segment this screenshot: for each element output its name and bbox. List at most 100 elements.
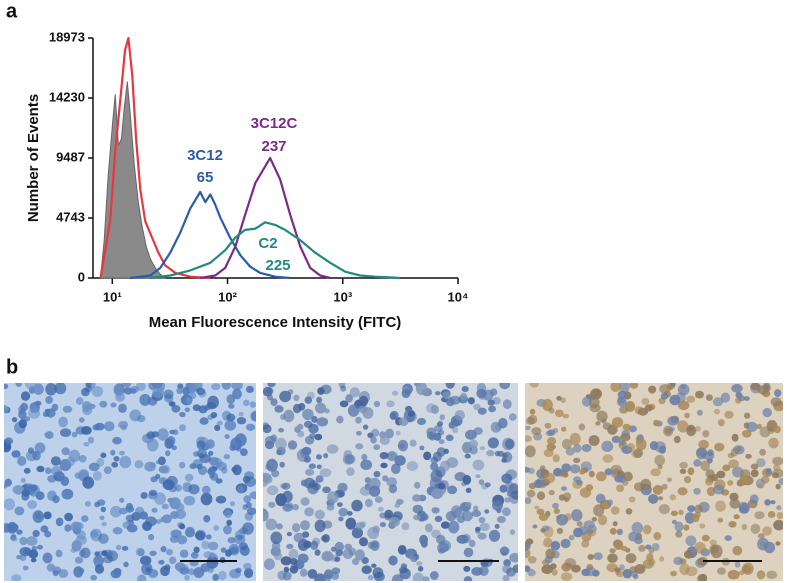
cell <box>346 467 355 476</box>
series-value: 225 <box>265 257 290 274</box>
cell <box>756 458 766 468</box>
cell <box>4 523 12 533</box>
cell <box>435 391 441 396</box>
cell <box>355 443 364 450</box>
cell <box>531 427 542 436</box>
cell <box>445 434 454 442</box>
cell <box>771 472 780 479</box>
cell <box>123 561 129 568</box>
cell <box>652 484 664 495</box>
cell <box>52 570 59 577</box>
cell <box>292 403 302 414</box>
cell <box>479 522 490 532</box>
cell <box>110 402 117 408</box>
cell <box>385 428 394 439</box>
cell <box>33 383 44 396</box>
series-label: 3C12C <box>251 115 298 132</box>
cell <box>199 417 209 425</box>
cell <box>346 511 353 516</box>
cell <box>683 476 692 484</box>
cell <box>685 566 698 577</box>
cell <box>556 527 564 535</box>
cell <box>160 545 167 553</box>
cell <box>756 423 762 430</box>
cell <box>83 442 90 447</box>
cell <box>436 421 443 427</box>
cell <box>562 413 569 419</box>
cell <box>561 486 567 491</box>
cell <box>365 498 373 508</box>
cell <box>526 489 536 498</box>
cell <box>611 417 624 428</box>
cell <box>629 383 639 389</box>
cell <box>112 527 123 535</box>
cell <box>211 383 221 391</box>
cell <box>44 530 52 538</box>
cell <box>12 485 25 495</box>
cell <box>379 435 390 445</box>
cell <box>607 553 618 563</box>
cell <box>473 403 481 410</box>
cell <box>36 544 44 550</box>
cell <box>227 537 236 544</box>
cell <box>337 502 343 507</box>
cell <box>90 574 97 581</box>
cell <box>28 447 34 454</box>
cell <box>184 407 190 413</box>
cell <box>506 491 513 497</box>
cell <box>543 472 556 484</box>
cell <box>525 416 535 425</box>
cell <box>167 436 176 446</box>
cell <box>440 521 450 529</box>
cell <box>136 415 146 423</box>
cell <box>155 473 161 480</box>
cell <box>506 567 516 577</box>
cell <box>11 450 21 458</box>
cell <box>372 567 384 579</box>
cell <box>221 383 232 390</box>
cell <box>478 516 486 524</box>
cell <box>322 486 331 494</box>
cell <box>119 497 125 503</box>
cell <box>270 398 278 406</box>
cell <box>193 546 200 553</box>
cell <box>628 496 636 503</box>
cell <box>463 565 471 572</box>
cell <box>413 514 421 521</box>
cell <box>678 400 690 411</box>
cell <box>289 558 298 565</box>
cell <box>4 405 9 414</box>
cell <box>767 511 776 518</box>
cell <box>351 527 363 539</box>
cell <box>527 556 537 564</box>
cell <box>602 422 612 430</box>
cell <box>58 569 69 578</box>
cell <box>22 565 29 571</box>
cell <box>565 447 575 456</box>
cell <box>684 412 690 419</box>
cell <box>20 477 26 483</box>
cell <box>157 428 169 441</box>
cell <box>553 508 560 514</box>
cell <box>553 427 559 434</box>
cell <box>614 474 624 483</box>
cell <box>273 551 283 561</box>
cell <box>678 509 684 516</box>
cell <box>70 521 82 532</box>
cell <box>287 440 298 450</box>
cell <box>674 521 684 532</box>
cell <box>361 453 368 461</box>
cell <box>92 424 100 431</box>
cell <box>561 426 567 432</box>
cell <box>223 525 232 535</box>
cell <box>464 453 471 459</box>
cell <box>55 474 62 482</box>
cell <box>184 574 190 581</box>
cell <box>541 564 553 575</box>
cell <box>776 505 782 511</box>
cell <box>71 431 78 438</box>
cell <box>465 429 477 440</box>
cell <box>26 536 38 546</box>
panel-label: b <box>6 356 18 378</box>
cell <box>330 546 337 552</box>
